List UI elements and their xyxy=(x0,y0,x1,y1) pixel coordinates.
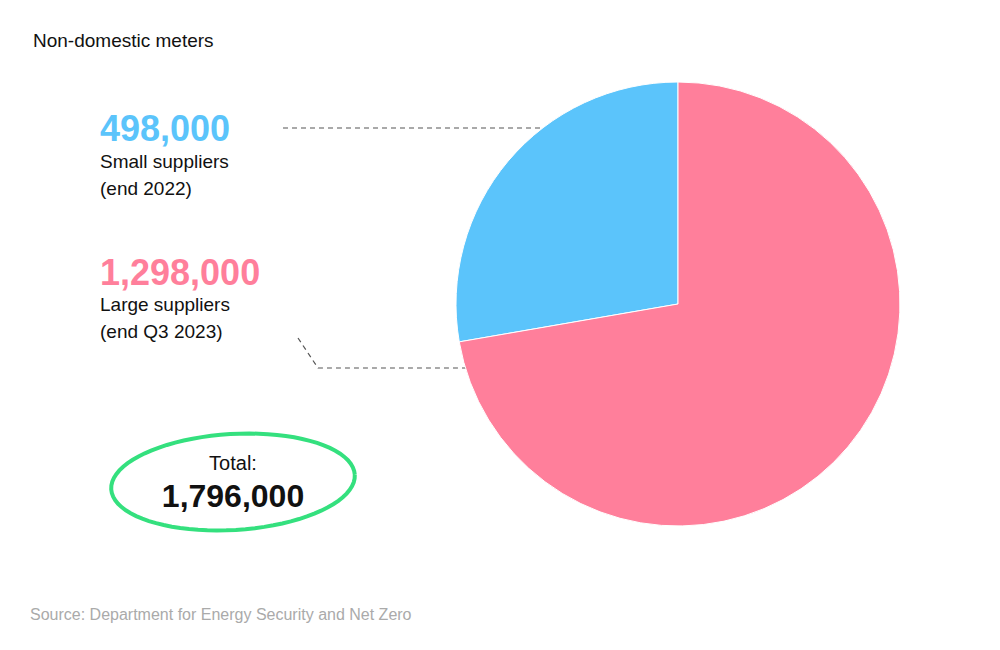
svg-text:Large suppliers: Large suppliers xyxy=(100,294,230,315)
svg-text:1,796,000: 1,796,000 xyxy=(162,478,304,514)
svg-text:Source: Department for Energy: Source: Department for Energy Security a… xyxy=(30,606,412,623)
svg-text:(end Q3 2023): (end Q3 2023) xyxy=(100,321,223,342)
svg-text:1,298,000: 1,298,000 xyxy=(100,252,260,293)
svg-text:Non-domestic meters: Non-domestic meters xyxy=(33,30,214,51)
svg-text:(end 2022): (end 2022) xyxy=(100,178,192,199)
svg-text:Total:: Total: xyxy=(209,452,257,474)
svg-text:498,000: 498,000 xyxy=(100,108,230,149)
svg-text:Small suppliers: Small suppliers xyxy=(100,151,229,172)
